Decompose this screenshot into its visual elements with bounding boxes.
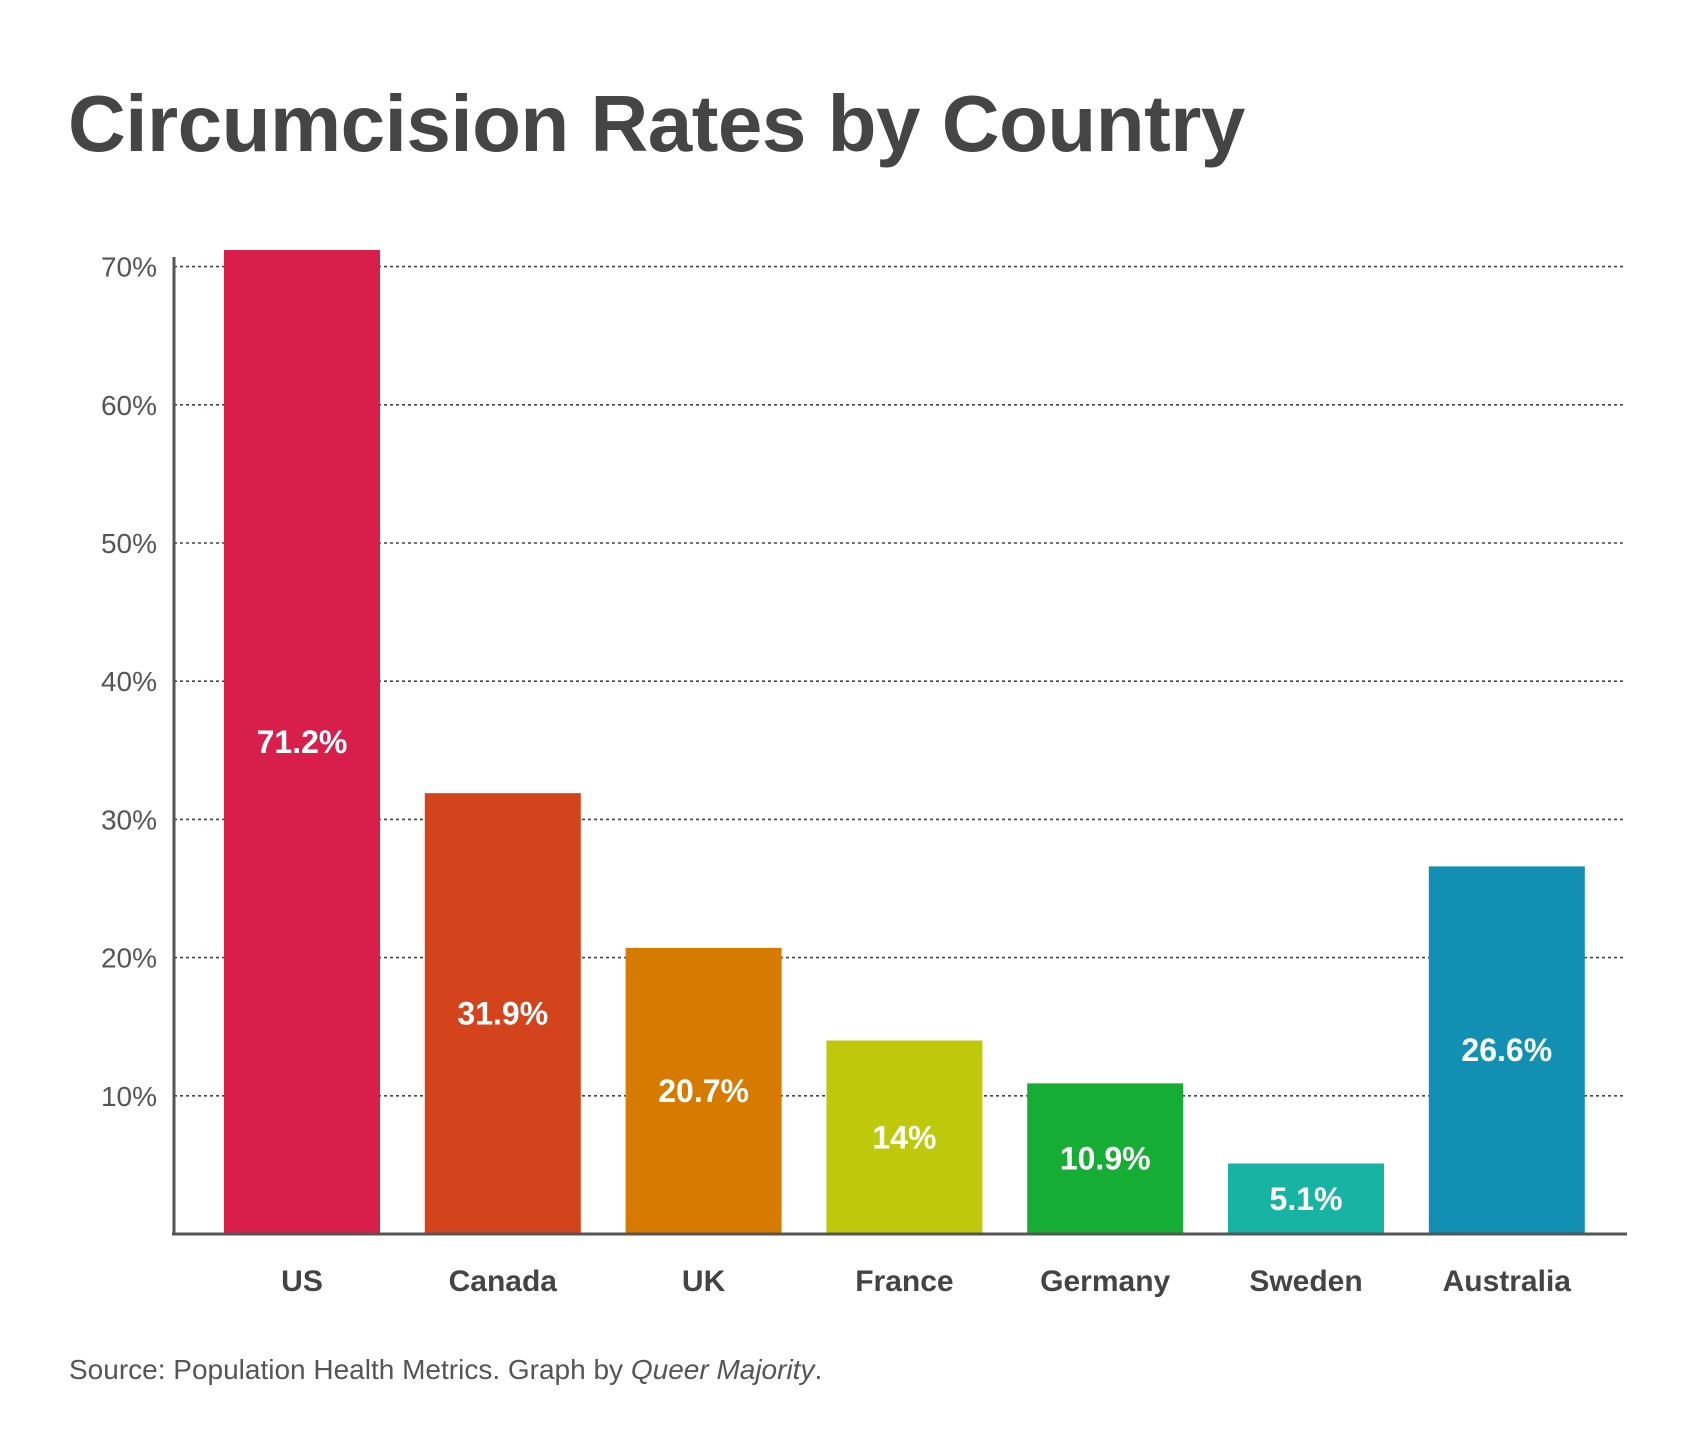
- x-tick-label: Australia: [1443, 1265, 1572, 1298]
- data-label: 26.6%: [1461, 1032, 1552, 1068]
- y-tick-label: 50%: [101, 528, 157, 559]
- bar-france: [826, 1040, 983, 1234]
- data-label: 31.9%: [457, 996, 548, 1032]
- bar-sweden: [1228, 1163, 1384, 1234]
- bars: [224, 250, 1585, 1235]
- x-tick-label: UK: [682, 1265, 726, 1298]
- bar-germany: [1027, 1083, 1184, 1234]
- data-label: 71.2%: [257, 724, 348, 760]
- chart-title: Circumcision Rates by Country: [68, 79, 1245, 168]
- source-suffix: .: [814, 1354, 823, 1385]
- y-tick-label: 20%: [101, 943, 157, 974]
- data-labels: 71.2% 31.9% 20.7% 14% 10.9% 5.1% 26.6%: [257, 724, 1553, 1217]
- data-label: 5.1%: [1270, 1181, 1343, 1217]
- bar-australia: [1428, 866, 1585, 1234]
- source-note: Source: Population Health Metrics. Graph…: [69, 1354, 822, 1386]
- x-axis-ticks: US Canada UK France Germany Sweden Australia: [281, 1265, 1571, 1298]
- bar-canada: [424, 793, 581, 1234]
- y-axis-ticks: 10% 20% 30% 40% 50% 60% 70%: [101, 252, 157, 1112]
- data-label: 20.7%: [658, 1073, 749, 1109]
- x-tick-label: France: [855, 1265, 953, 1298]
- source-prefix: Source: Population Health Metrics. Graph…: [69, 1354, 631, 1385]
- bar-us: [224, 250, 380, 1235]
- y-tick-label: 10%: [101, 1081, 157, 1112]
- x-tick-label: Canada: [449, 1265, 558, 1298]
- y-tick-label: 60%: [101, 390, 157, 421]
- y-tick-label: 40%: [101, 666, 157, 697]
- x-tick-label: Sweden: [1249, 1265, 1362, 1298]
- source-author: Queer Majority: [630, 1354, 815, 1385]
- y-tick-label: 30%: [101, 804, 157, 835]
- x-tick-label: US: [281, 1265, 323, 1298]
- gridlines: [174, 265, 1625, 1097]
- data-label: 10.9%: [1060, 1141, 1151, 1177]
- bar-uk: [625, 947, 782, 1234]
- y-tick-label: 70%: [101, 252, 157, 283]
- data-label: 14%: [872, 1119, 936, 1155]
- x-tick-label: Germany: [1040, 1265, 1170, 1298]
